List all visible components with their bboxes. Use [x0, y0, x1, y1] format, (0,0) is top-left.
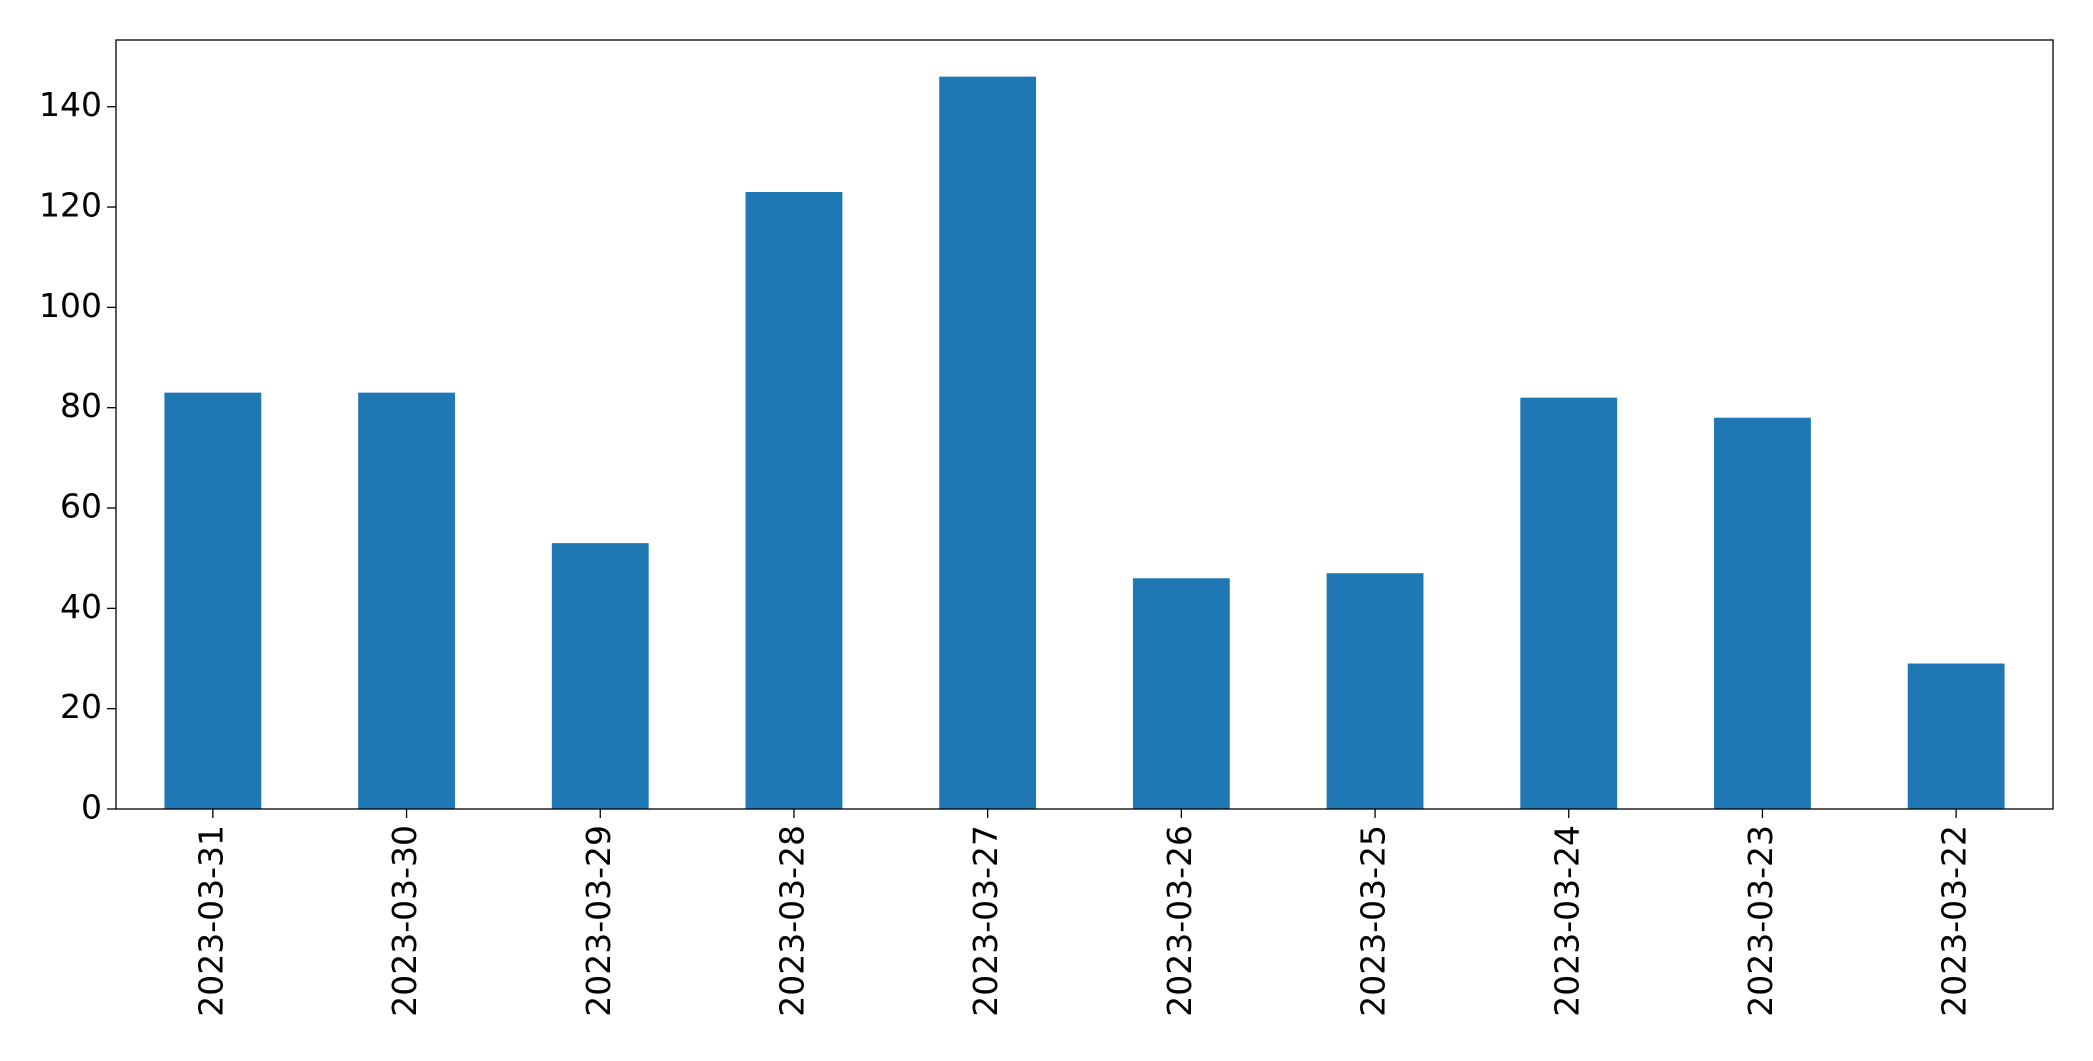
y-tick-label: 0	[81, 788, 102, 827]
bar	[745, 191, 843, 809]
x-tick-label: 2023-03-28	[772, 825, 811, 1017]
bar	[358, 392, 455, 809]
bar	[164, 392, 262, 809]
x-tick-label: 2023-03-27	[966, 825, 1005, 1017]
y-tick-label: 20	[60, 687, 102, 726]
bar	[1520, 397, 1618, 809]
x-tick-label: 2023-03-23	[1741, 825, 1780, 1017]
bar	[939, 76, 1037, 810]
y-tick-label: 80	[60, 386, 102, 425]
x-tick-label: 2023-03-31	[191, 825, 230, 1017]
x-tick-label: 2023-03-24	[1547, 825, 1586, 1017]
x-tick-label: 2023-03-29	[579, 825, 618, 1017]
y-tick-label: 120	[39, 186, 102, 225]
x-tick-label: 2023-03-26	[1160, 825, 1199, 1017]
y-tick-label: 40	[60, 587, 102, 626]
x-tick-label: 2023-03-30	[385, 825, 424, 1017]
x-tick-label: 2023-03-25	[1354, 825, 1393, 1017]
y-tick-label: 100	[39, 286, 102, 325]
bar	[1326, 573, 1424, 809]
y-tick-label: 140	[39, 85, 102, 124]
bar	[1132, 578, 1230, 809]
bar	[1907, 663, 2005, 809]
bar	[551, 543, 649, 809]
y-tick-label: 60	[60, 487, 102, 526]
x-tick-label: 2023-03-22	[1935, 825, 1974, 1017]
bar	[1714, 417, 1811, 809]
plot-frame	[115, 39, 2054, 810]
